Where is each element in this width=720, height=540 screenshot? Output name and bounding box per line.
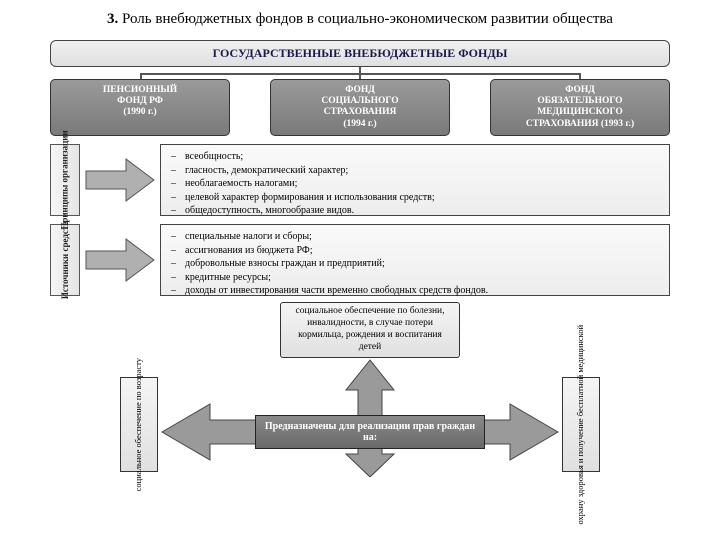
dash-icon: – <box>171 177 185 191</box>
list-item: –доходы от инвестирования части временно… <box>171 284 659 298</box>
list-item-text: добровольные взносы граждан и предприяти… <box>185 257 385 271</box>
title-text: Роль внебюджетных фондов в социально-эко… <box>122 11 613 27</box>
sources-vlabel: Источники средств <box>50 224 80 296</box>
sources-arrow <box>80 224 160 296</box>
dash-icon: – <box>171 204 185 218</box>
arrow-right-icon <box>84 237 156 283</box>
page-title: 3. Роль внебюджетных фондов в социально-… <box>0 0 720 36</box>
dash-icon: – <box>171 244 185 258</box>
center-box-text: Предназначены для реализации прав гражда… <box>260 421 480 444</box>
connectors-top <box>50 67 670 79</box>
funds-row: ПЕНСИОННЫЙФОНД РФ(1990 г.) ФОНДСОЦИАЛЬНО… <box>50 79 670 137</box>
principles-list: –всеобщность;–гласность, демократический… <box>160 144 670 216</box>
list-item-text: общедоступность, многообразие видов. <box>185 204 354 218</box>
dash-icon: – <box>171 257 185 271</box>
list-item-text: необлагаемость налогами; <box>185 177 297 191</box>
title-number: 3. <box>107 11 118 27</box>
list-item-text: целевой характер формирования и использо… <box>185 191 435 205</box>
fund-medical: ФОНДОБЯЗАТЕЛЬНОГОМЕДИЦИНСКОГОСТРАХОВАНИЯ… <box>490 79 670 137</box>
dash-icon: – <box>171 284 185 298</box>
list-item: –кредитные ресурсы; <box>171 271 659 285</box>
principles-vlabel-text: Принципы организации <box>60 130 70 229</box>
fund-social: ФОНДСОЦИАЛЬНОГОСТРАХОВАНИЯ(1994 г.) <box>270 79 450 137</box>
list-item: –всеобщность; <box>171 150 659 164</box>
top-header-box: ГОСУДАРСТВЕННЫЕ ВНЕБЮДЖЕТНЫЕ ФОНДЫ <box>50 40 670 67</box>
list-item-text: ассигнования из бюджета РФ; <box>185 244 313 258</box>
list-item: –специальные налоги и сборы; <box>171 230 659 244</box>
list-item: –необлагаемость налогами; <box>171 177 659 191</box>
principles-row: Принципы организации –всеобщность;–гласн… <box>50 144 670 216</box>
list-item-text: гласность, демократический характер; <box>185 164 348 178</box>
arrow-right-icon <box>84 157 156 203</box>
sources-list: –специальные налоги и сборы;–ассигновани… <box>160 224 670 296</box>
sources-row: Источники средств –специальные налоги и … <box>50 224 670 296</box>
fund-pension: ПЕНСИОННЫЙФОНД РФ(1990 г.) <box>50 79 230 137</box>
cross-arrows-icon <box>50 302 670 477</box>
list-item-text: всеобщность; <box>185 150 243 164</box>
principles-arrow <box>80 144 160 216</box>
list-item: –гласность, демократический характер; <box>171 164 659 178</box>
dash-icon: – <box>171 191 185 205</box>
sources-vlabel-text: Источники средств <box>60 221 70 299</box>
list-item-text: специальные налоги и сборы; <box>185 230 312 244</box>
center-box: Предназначены для реализации прав гражда… <box>255 415 485 449</box>
fund-medical-label: ФОНДОБЯЗАТЕЛЬНОГОМЕДИЦИНСКОГОСТРАХОВАНИЯ… <box>526 85 634 129</box>
cross-section: социальное обеспечение по болезни, инвал… <box>50 302 670 477</box>
list-item: –ассигнования из бюджета РФ; <box>171 244 659 258</box>
list-item-text: кредитные ресурсы; <box>185 271 271 285</box>
dash-icon: – <box>171 230 185 244</box>
diagram-root: ГОСУДАРСТВЕННЫЕ ВНЕБЮДЖЕТНЫЕ ФОНДЫ ПЕНСИ… <box>50 40 670 478</box>
list-item: –общедоступность, многообразие видов. <box>171 204 659 218</box>
dash-icon: – <box>171 164 185 178</box>
list-item: –целевой характер формирования и использ… <box>171 191 659 205</box>
list-item: –добровольные взносы граждан и предприят… <box>171 257 659 271</box>
fund-social-label: ФОНДСОЦИАЛЬНОГОСТРАХОВАНИЯ(1994 г.) <box>321 85 398 129</box>
fund-pension-label: ПЕНСИОННЫЙФОНД РФ(1990 г.) <box>103 85 177 118</box>
principles-vlabel: Принципы организации <box>50 144 80 216</box>
dash-icon: – <box>171 150 185 164</box>
list-item-text: доходы от инвестирования части временно … <box>185 284 488 298</box>
dash-icon: – <box>171 271 185 285</box>
